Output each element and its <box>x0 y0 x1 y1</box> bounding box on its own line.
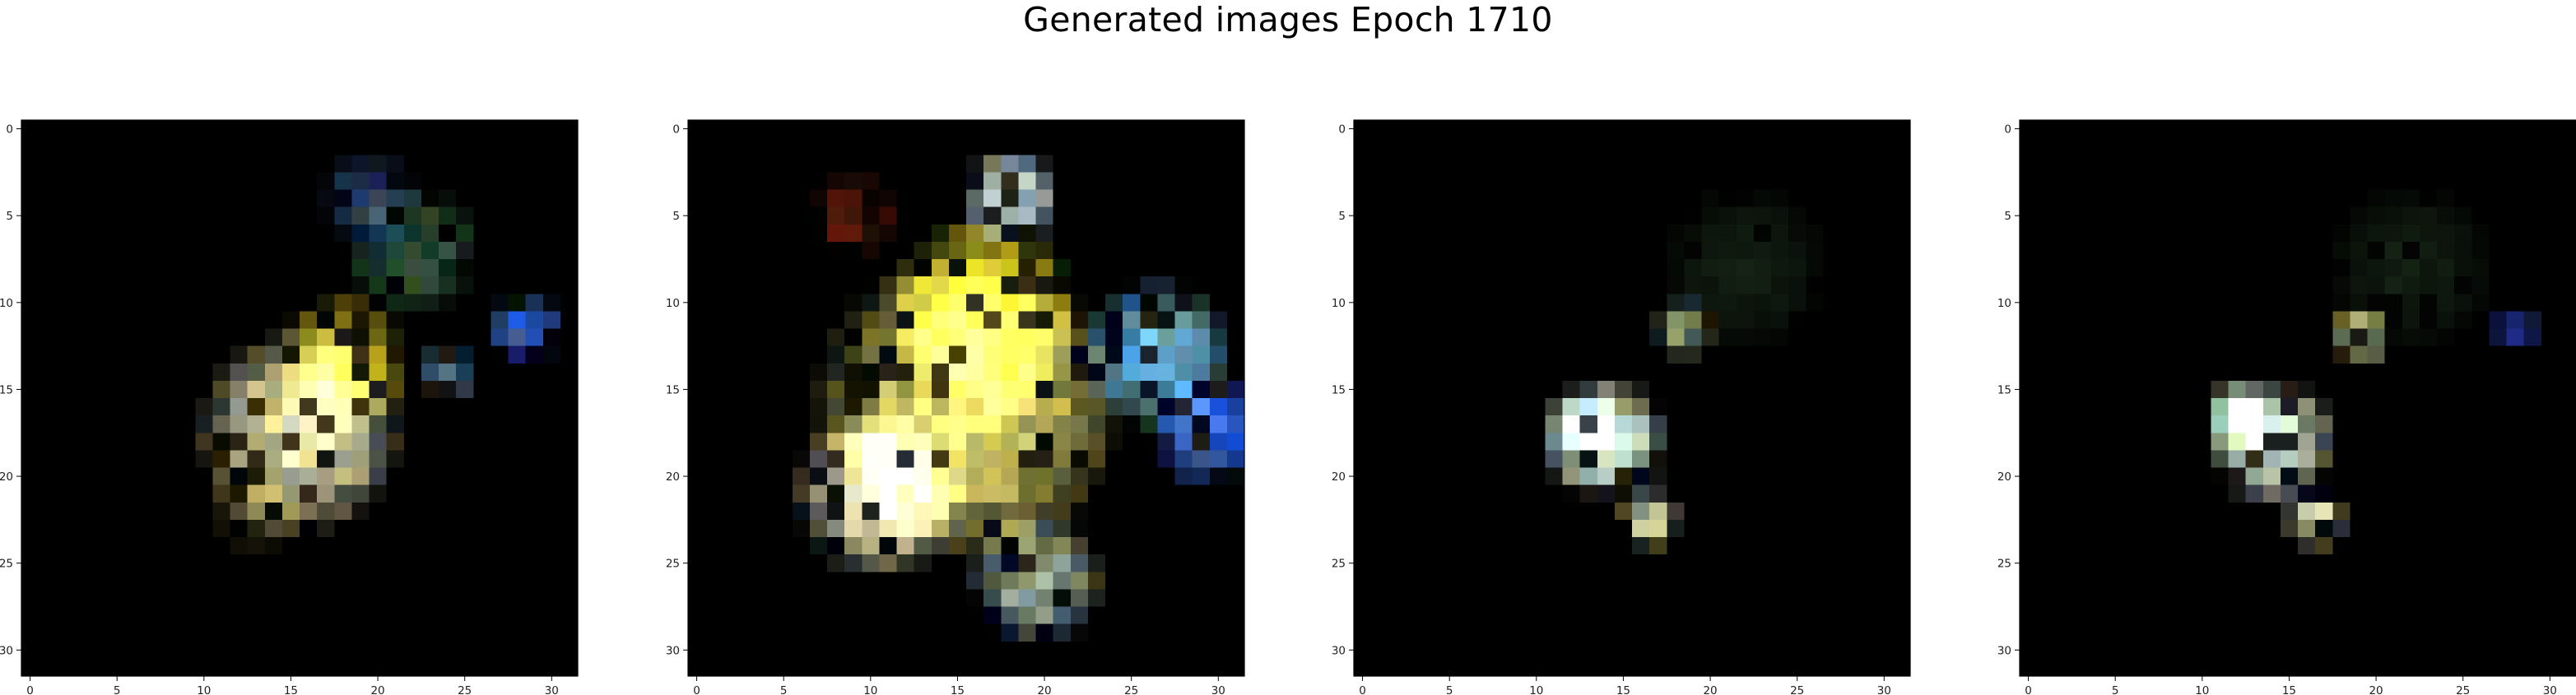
generated-image-1 <box>21 120 578 676</box>
x-tick-label: 15 <box>1616 684 1630 695</box>
y-tick-label: 5 <box>672 210 680 223</box>
image-panel-4: 0 0 5 5 10 10 15 15 20 20 25 25 30 30 <box>1997 119 2576 695</box>
x-tick-label: 20 <box>2369 684 2383 695</box>
y-tick-label: 25 <box>1332 558 1346 571</box>
x-tick-label: 25 <box>1124 684 1138 695</box>
x-tick-label: 10 <box>2195 684 2209 695</box>
y-tick-label: 25 <box>0 558 13 571</box>
y-tick-label: 0 <box>672 123 680 137</box>
y-tick-label: 0 <box>6 123 13 137</box>
y-tick-label: 30 <box>0 644 13 657</box>
axes-frame <box>21 119 579 677</box>
y-tick-label: 20 <box>1332 470 1346 484</box>
x-tick-label: 5 <box>780 684 788 695</box>
x-tick-label: 0 <box>693 684 700 695</box>
x-tick-label: 25 <box>2456 684 2470 695</box>
x-tick-label: 30 <box>545 684 559 695</box>
y-tick-label: 30 <box>1332 644 1346 657</box>
x-tick-label: 30 <box>1211 684 1225 695</box>
y-tick-label: 10 <box>1997 297 2011 310</box>
y-tick-label: 0 <box>1338 123 1346 137</box>
x-tick-label: 0 <box>26 684 34 695</box>
x-tick-label: 25 <box>458 684 472 695</box>
y-tick-label: 20 <box>0 470 13 484</box>
generated-image-4 <box>2020 120 2576 676</box>
y-tick-label: 15 <box>666 383 680 396</box>
y-tick-label: 0 <box>2004 123 2011 137</box>
y-tick-label: 10 <box>0 297 13 310</box>
generated-image-3 <box>1354 120 1910 676</box>
x-tick-label: 10 <box>1529 684 1543 695</box>
x-tick-label: 10 <box>197 684 211 695</box>
x-tick-label: 10 <box>863 684 877 695</box>
y-tick-label: 25 <box>1997 558 2011 571</box>
x-tick-label: 30 <box>2543 684 2557 695</box>
image-1-axes: 0 0 5 5 10 10 15 15 20 20 25 25 30 30 <box>0 119 579 695</box>
image-panel-1: 0 0 5 5 10 10 15 15 20 20 25 25 30 30 <box>0 119 579 695</box>
x-tick-label: 15 <box>284 684 298 695</box>
axes-frame <box>1353 119 1911 677</box>
figure-title: Generated images Epoch 1710 <box>1023 0 1553 39</box>
image-panel-2: 0 0 5 5 10 10 15 15 20 20 25 25 30 30 <box>666 119 1245 695</box>
x-tick-label: 5 <box>2112 684 2119 695</box>
y-tick-label: 30 <box>1997 644 2011 657</box>
y-tick-label: 5 <box>1338 210 1346 223</box>
y-tick-label: 20 <box>666 470 680 484</box>
y-tick-label: 20 <box>1997 470 2011 484</box>
x-tick-label: 20 <box>370 684 384 695</box>
y-tick-label: 10 <box>1332 297 1346 310</box>
x-tick-label: 30 <box>1877 684 1891 695</box>
x-tick-label: 20 <box>1037 684 1051 695</box>
image-panel-3: 0 0 5 5 10 10 15 15 20 20 25 25 30 30 <box>1332 119 1911 695</box>
axes-frame <box>2019 119 2576 677</box>
x-tick-label: 20 <box>1703 684 1717 695</box>
image-2-axes: 0 0 5 5 10 10 15 15 20 20 25 25 30 30 <box>666 119 1245 695</box>
y-tick-label: 5 <box>6 210 13 223</box>
generated-image-2 <box>688 120 1244 676</box>
x-tick-label: 0 <box>2025 684 2032 695</box>
y-tick-label: 5 <box>2004 210 2011 223</box>
y-tick-label: 25 <box>666 558 680 571</box>
image-4-axes: 0 0 5 5 10 10 15 15 20 20 25 25 30 30 <box>1997 119 2576 695</box>
y-tick-label: 15 <box>1332 383 1346 396</box>
x-tick-label: 15 <box>951 684 965 695</box>
x-tick-label: 0 <box>1359 684 1366 695</box>
axes-frame <box>687 119 1245 677</box>
x-tick-label: 25 <box>1790 684 1804 695</box>
y-tick-label: 15 <box>0 383 13 396</box>
x-tick-label: 5 <box>1446 684 1453 695</box>
y-tick-label: 15 <box>1997 383 2011 396</box>
y-tick-label: 10 <box>666 297 680 310</box>
image-3-axes: 0 0 5 5 10 10 15 15 20 20 25 25 30 30 <box>1332 119 1911 695</box>
x-tick-label: 15 <box>2282 684 2296 695</box>
y-tick-label: 30 <box>666 644 680 657</box>
x-tick-label: 5 <box>114 684 121 695</box>
